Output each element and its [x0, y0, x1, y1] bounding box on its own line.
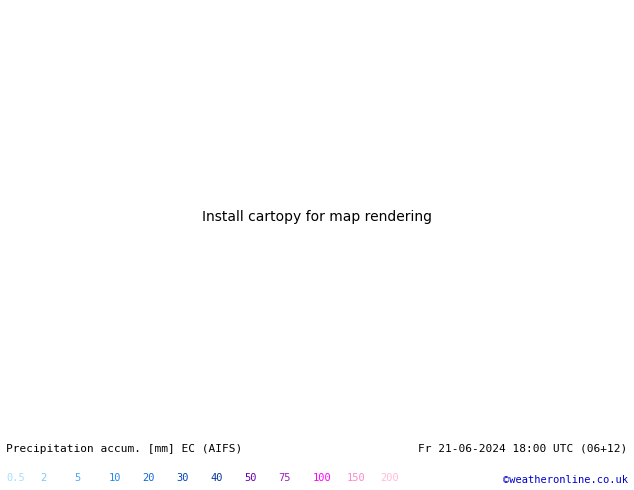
Text: Fr 21-06-2024 18:00 UTC (06+12): Fr 21-06-2024 18:00 UTC (06+12) — [418, 444, 628, 454]
Text: 30: 30 — [176, 472, 189, 483]
Text: 5: 5 — [74, 472, 81, 483]
Text: 40: 40 — [210, 472, 223, 483]
Text: 0.5: 0.5 — [6, 472, 25, 483]
Text: 50: 50 — [244, 472, 257, 483]
Text: ©weatheronline.co.uk: ©weatheronline.co.uk — [503, 475, 628, 485]
Text: 150: 150 — [346, 472, 365, 483]
Text: Precipitation accum. [mm] EC (AIFS): Precipitation accum. [mm] EC (AIFS) — [6, 444, 243, 454]
Text: 2: 2 — [41, 472, 46, 483]
Text: 200: 200 — [380, 472, 399, 483]
Text: 75: 75 — [278, 472, 291, 483]
Text: 20: 20 — [143, 472, 155, 483]
Text: 10: 10 — [108, 472, 121, 483]
Text: Install cartopy for map rendering: Install cartopy for map rendering — [202, 210, 432, 224]
Text: 100: 100 — [313, 472, 331, 483]
